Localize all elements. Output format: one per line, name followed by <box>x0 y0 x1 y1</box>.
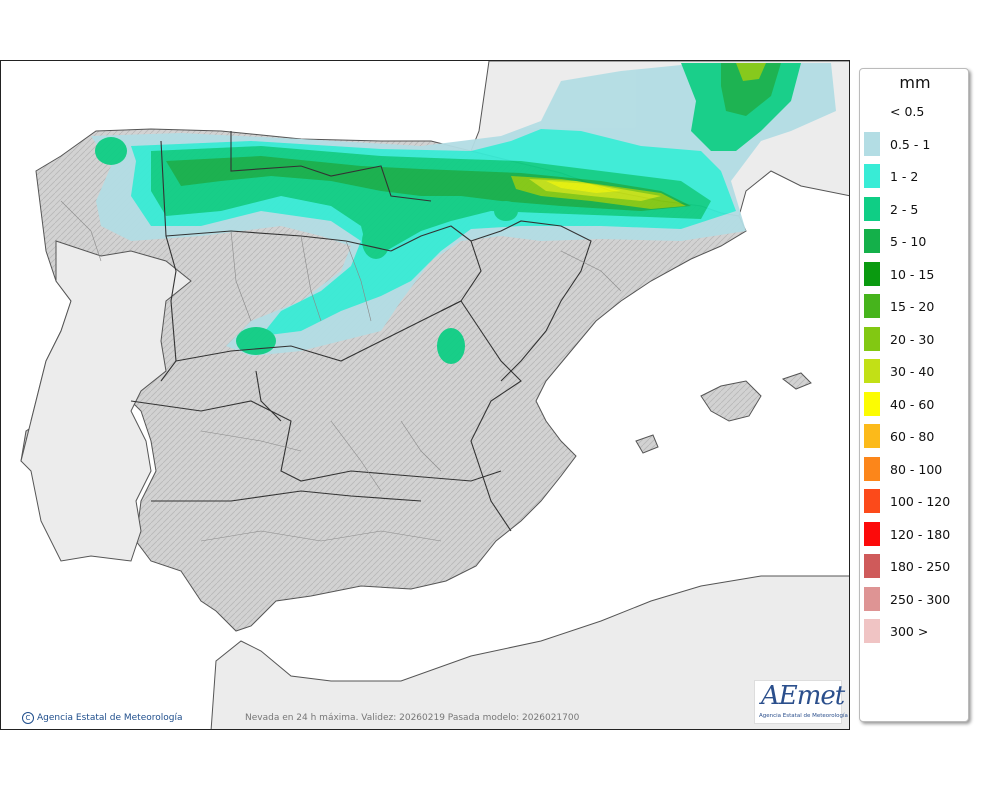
legend-label: 120 - 180 <box>890 526 951 542</box>
legend-swatch <box>864 229 880 253</box>
region-borders <box>130 131 592 532</box>
legend-swatch <box>864 294 880 318</box>
legend-label: < 0.5 <box>890 104 925 119</box>
copyright-icon: C <box>22 712 34 724</box>
legend-unit: mm <box>899 73 931 92</box>
legend-swatch <box>864 619 880 643</box>
legend-label: 15 - 20 <box>890 299 935 314</box>
snow-plume-france-core <box>721 63 781 116</box>
legend-swatch <box>864 261 880 286</box>
snow-plume-france-peak <box>736 63 766 81</box>
legend-item: 40 - 60 <box>864 391 968 416</box>
legend-swatch <box>864 326 880 351</box>
legend: mm < 0.5 0.5 - 1 1 - 2 2 - 5 5 - 10 10 - 15 15… <box>859 68 969 722</box>
credit: C Agencia Estatal de Meteorología <box>22 712 183 724</box>
legend-label: 5 - 10 <box>890 234 927 249</box>
legend-label: 2 - 5 <box>890 201 919 217</box>
legend-label: 1 - 2 <box>890 169 919 184</box>
legend-swatch <box>864 164 880 188</box>
snow-patch-iberico <box>362 223 390 259</box>
legend-item: 300 > <box>864 619 968 643</box>
legend-label: 20 - 30 <box>890 331 935 347</box>
legend-swatch <box>864 456 880 481</box>
legend-swatch <box>864 521 880 546</box>
map[interactable] <box>0 60 850 730</box>
legend-swatch <box>864 131 880 156</box>
legend-label: 180 - 250 <box>890 559 951 574</box>
legend-item: 80 - 100 <box>864 456 968 481</box>
legend-label: 10 - 15 <box>890 266 935 282</box>
legend-item: 250 - 300 <box>864 586 968 611</box>
mallorca <box>700 380 762 422</box>
ibiza <box>635 434 659 454</box>
snow-patch-galicia <box>95 137 127 165</box>
africa-land <box>210 575 849 729</box>
legend-item: 30 - 40 <box>864 359 968 383</box>
legend-item: 100 - 120 <box>864 489 968 513</box>
legend-swatch <box>864 391 880 416</box>
snow-patch-pyrenees-west <box>494 201 518 221</box>
legend-item: 2 - 5 <box>864 196 968 221</box>
menorca <box>781 372 812 390</box>
legend-swatch <box>864 424 880 448</box>
legend-item: 20 - 30 <box>864 326 968 351</box>
legend-label: 300 > <box>890 624 929 639</box>
snow-patch-central <box>236 327 276 355</box>
legend-item: 15 - 20 <box>864 294 968 318</box>
legend-label: 60 - 80 <box>890 429 935 444</box>
legend-label: 0.5 - 1 <box>890 136 931 152</box>
aemet-logo[interactable]: AEmet Agencia Estatal de Meteorología <box>754 680 848 724</box>
legend-label: 80 - 100 <box>890 461 943 477</box>
map-canvas <box>1 61 849 729</box>
snowfall-overlay <box>91 63 836 364</box>
legend-item: 60 - 80 <box>864 424 968 448</box>
legend-item: 1 - 2 <box>864 164 968 188</box>
legend-label: 100 - 120 <box>890 494 951 509</box>
legend-label: 40 - 60 <box>890 396 935 412</box>
logo-subtitle: Agencia Estatal de Meteorología <box>759 713 848 719</box>
logo-mark: AEmet <box>761 681 845 711</box>
legend-label: 30 - 40 <box>890 364 935 379</box>
legend-item: 180 - 250 <box>864 554 968 578</box>
legend-swatch <box>864 196 880 221</box>
legend-item: 10 - 15 <box>864 261 968 286</box>
legend-swatch <box>864 586 880 611</box>
legend-item: 0.5 - 1 <box>864 131 968 156</box>
legend-item: 5 - 10 <box>864 229 968 253</box>
snow-band-40-60 <box>546 181 621 193</box>
province-borders <box>60 200 622 542</box>
legend-item: 120 - 180 <box>864 521 968 546</box>
legend-swatch <box>864 554 880 578</box>
legend-swatch <box>864 489 880 513</box>
legend-item: < 0.5 <box>864 99 968 123</box>
portugal-land <box>20 240 192 562</box>
snow-patch-madrid-east <box>437 328 465 364</box>
map-caption: Nevada en 24 h máxima. Validez: 20260219… <box>245 713 580 723</box>
credit-text: Agencia Estatal de Meteorología <box>37 713 183 723</box>
legend-label: 250 - 300 <box>890 591 951 607</box>
legend-swatch <box>864 359 880 383</box>
